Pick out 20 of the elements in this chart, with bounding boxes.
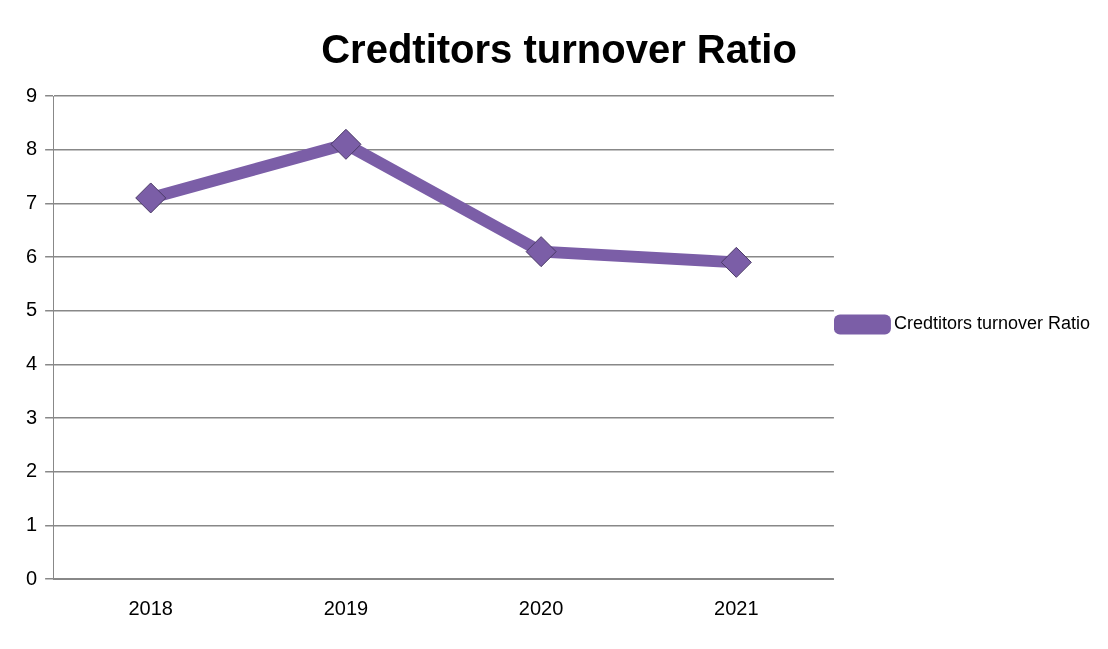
y-tick-label: 4: [26, 351, 38, 374]
x-tick-label: 2021: [714, 596, 759, 619]
y-tick-label: 6: [26, 244, 38, 267]
x-tick-label: 2020: [518, 596, 564, 619]
x-tick-label: 2018: [128, 596, 173, 619]
y-tick-label: 1: [26, 512, 38, 535]
y-tick-label: 3: [26, 405, 38, 428]
point: [330, 128, 362, 160]
legend-label: Credtitors turnover Ratio: [893, 313, 1090, 334]
chart-title: Credtitors turnover Ratio: [321, 27, 797, 72]
y-tick-label: 2: [26, 459, 38, 482]
point: [525, 236, 557, 268]
y-tick-label: 0: [26, 566, 38, 589]
y-tick-label: 9: [26, 83, 38, 106]
y-tick-label: 8: [26, 137, 38, 160]
y-tick-label: 7: [26, 190, 38, 213]
y-tick-label: 5: [26, 298, 38, 321]
x-tick-label: 2019: [323, 596, 369, 619]
point: [720, 246, 752, 278]
point: [135, 182, 167, 214]
